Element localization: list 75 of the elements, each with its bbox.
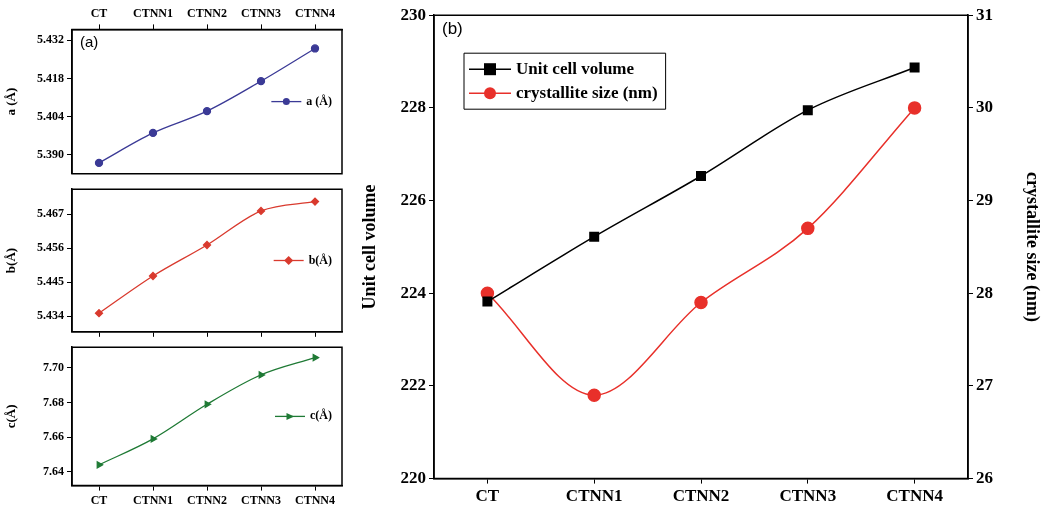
- y2-tick-label: 29: [976, 189, 993, 209]
- x-tick-label: CT: [90, 6, 108, 21]
- point: [94, 158, 104, 168]
- point: [802, 105, 813, 116]
- y-tick-label: 7.66: [43, 429, 64, 444]
- x-tick-label: CTNN2: [672, 486, 730, 506]
- point: [310, 44, 320, 53]
- y2-tick-label: 31: [976, 4, 993, 24]
- point: [256, 206, 266, 216]
- y-tick-label: 7.64: [43, 463, 64, 478]
- point: [587, 388, 601, 402]
- y-tick-label: 226: [400, 189, 426, 209]
- y-axis-title: a (Å): [3, 87, 19, 116]
- point: [148, 271, 158, 281]
- point: [310, 197, 320, 206]
- y-tick-label: 7.70: [43, 360, 64, 375]
- point: [694, 295, 708, 310]
- y-tick-label: 5.418: [37, 70, 64, 85]
- y-tick-label: 7.68: [43, 394, 64, 409]
- y-tick-label: 220: [400, 467, 426, 487]
- annotation: (a): [80, 33, 99, 51]
- y2-tick-label: 28: [976, 282, 993, 302]
- point: [94, 309, 104, 318]
- point: [312, 353, 320, 362]
- point: [96, 461, 104, 469]
- y-tick-label: 5.467: [37, 206, 64, 221]
- x-tick-label: CT: [475, 486, 500, 506]
- legend-label: b(Å): [308, 252, 333, 267]
- y2-tick-label: 26: [976, 467, 993, 487]
- point: [256, 77, 266, 86]
- point: [148, 128, 158, 138]
- legend-label: c(Å): [310, 408, 332, 423]
- point: [258, 371, 266, 379]
- legend-label: Unit cell volume: [516, 58, 635, 78]
- y-tick-label: 5.404: [37, 108, 64, 123]
- y-axis-title: c(Å): [3, 404, 19, 429]
- y-tick-label: 230: [400, 4, 426, 24]
- x-tick-label: CTNN2: [186, 492, 228, 507]
- y-tick-label: 222: [400, 375, 426, 395]
- x-tick-label: CTNN3: [240, 6, 282, 21]
- x-tick-label: CTNN4: [294, 6, 336, 21]
- y-axis-title: b(Å): [3, 247, 19, 274]
- y-tick-label: 5.432: [37, 32, 64, 47]
- point: [801, 221, 815, 236]
- x-tick-label: CTNN3: [779, 486, 837, 506]
- point: [204, 400, 212, 408]
- point: [150, 435, 158, 443]
- annotation: (b): [442, 19, 463, 39]
- point: [909, 62, 920, 73]
- x-tick-label: CTNN1: [132, 6, 174, 21]
- x-tick-label: CTNN1: [132, 492, 174, 507]
- legend-label: a (Å): [306, 93, 333, 108]
- point: [589, 231, 600, 242]
- y-tick-label: 5.456: [37, 240, 64, 255]
- x-tick-label: CTNN2: [186, 6, 228, 21]
- x-tick-label: CTNN1: [565, 486, 623, 506]
- point: [202, 240, 212, 250]
- x-tick-label: CTNN3: [240, 492, 282, 507]
- x-tick-label: CTNN4: [294, 492, 336, 507]
- x-tick-label: CT: [90, 492, 108, 507]
- y-tick-label: 5.445: [37, 274, 64, 289]
- y-axis-title: Unit cell volume: [359, 184, 380, 310]
- point: [907, 101, 922, 115]
- y-tick-label: 5.434: [37, 308, 64, 323]
- y-tick-label: 5.390: [37, 146, 64, 161]
- y2-axis-title: crystallite size (nm): [1021, 171, 1043, 322]
- point: [696, 171, 706, 181]
- y-tick-label: 228: [400, 97, 426, 117]
- y2-tick-label: 30: [976, 97, 993, 117]
- y-tick-label: 224: [400, 282, 427, 302]
- point: [482, 296, 493, 307]
- y2-tick-label: 27: [976, 375, 994, 395]
- x-tick-label: CTNN4: [886, 486, 944, 506]
- point: [202, 106, 212, 116]
- legend-label: crystallite size (nm): [516, 82, 658, 102]
